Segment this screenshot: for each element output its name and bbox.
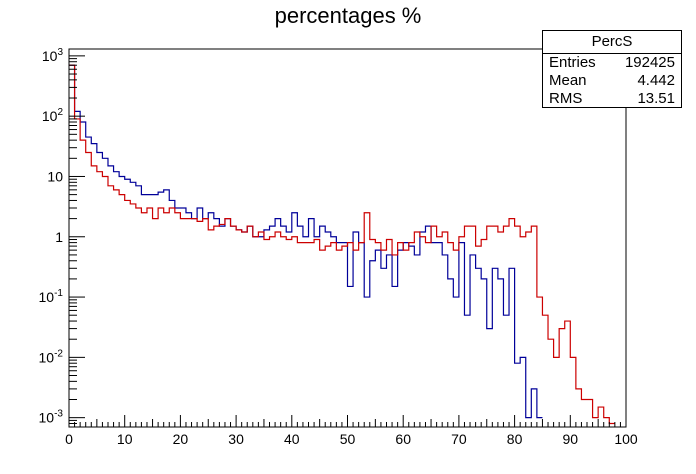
stats-rms-value: 13.51 [637,90,675,107]
stats-mean-label: Mean [549,72,587,89]
x-tick-label: 70 [451,431,467,447]
stats-entries-label: Entries [549,54,596,71]
y-tick-label: 102 [42,107,64,124]
y-tick-label: 103 [42,47,64,64]
x-tick-label: 100 [614,431,638,447]
stats-row-mean: Mean 4.442 [543,72,681,90]
y-tick-exponent: 2 [57,107,63,118]
stats-box-name: PercS [543,31,681,54]
x-tick-label: 40 [284,431,300,447]
series-line-0 [69,64,543,419]
x-tick-label: 20 [173,431,189,447]
y-tick-base: 10 [47,168,63,184]
y-tick-label: 10-2 [39,348,64,365]
y-tick-base: 1 [55,229,63,245]
y-tick-base: 10 [39,349,55,365]
stats-row-entries: Entries 192425 [543,54,681,72]
y-tick-base: 10 [42,108,58,124]
x-tick-label: 10 [117,431,133,447]
y-tick-exponent: 3 [57,47,63,58]
y-tick-label: 10 [47,168,63,184]
y-tick-exponent: -1 [54,288,63,299]
x-tick-label: 90 [563,431,579,447]
x-tick-label: 60 [395,431,411,447]
stats-rms-label: RMS [549,90,583,107]
chart-title: percentages % [274,3,422,28]
x-axis: 0 10 20 30 40 50 60 70 80 90 100 [65,415,638,447]
stats-box: PercS Entries 192425 Mean 4.442 RMS 13.5… [542,30,682,108]
x-tick-label: 80 [507,431,523,447]
stats-mean-value: 4.442 [637,72,675,89]
y-tick-base: 10 [39,410,55,426]
stats-entries-value: 192425 [624,54,675,71]
y-tick-label: 1 [55,229,63,245]
x-tick-label: 30 [228,431,244,447]
y-tick-base: 10 [39,289,55,305]
y-tick-label: 10-3 [39,409,64,426]
series-line-1 [69,64,615,425]
stats-row-rms: RMS 13.51 [543,90,681,108]
x-tick-label: 50 [340,431,356,447]
series-layer [69,64,615,425]
y-tick-exponent: -3 [54,409,63,420]
y-tick-base: 10 [42,48,58,64]
y-tick-label: 10-1 [39,288,64,305]
y-tick-exponent: -2 [54,348,63,359]
x-tick-label: 0 [65,431,73,447]
